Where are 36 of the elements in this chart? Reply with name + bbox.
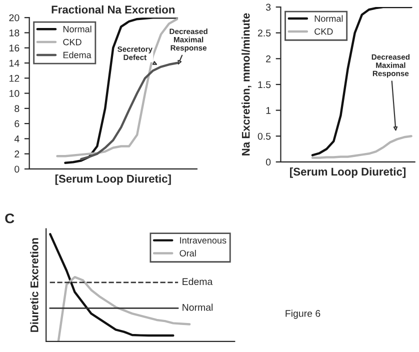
y-tick-label: 2.5	[258, 30, 271, 36]
text: C	[5, 213, 14, 224]
legend-label: Normal	[314, 15, 343, 22]
y-axis-title: Na Excretion, mmol/minute	[242, 13, 252, 156]
line-series	[311, 134, 412, 159]
y-tick-label: 14	[10, 60, 20, 67]
x-axis-title: [Serum Loop Diuretic]	[55, 174, 171, 185]
line-series	[311, 7, 412, 156]
y-tick-label: 4	[14, 136, 20, 142]
y-tick-label: 0.5	[258, 132, 271, 140]
legend-label: Edema	[63, 52, 92, 58]
legend-label: CKD	[314, 28, 333, 35]
y-axis-title: Diuretic Excretion	[30, 238, 38, 332]
y-tick-label: 10	[10, 90, 20, 97]
y-tick-label: 0	[14, 166, 20, 173]
y-tick-label: 8	[14, 105, 20, 112]
y-tick-label: 12	[10, 74, 20, 82]
y-tick-label: 2	[14, 150, 20, 158]
y-tick-label: 16	[10, 44, 20, 52]
chart-title: Fractional Na Excretion	[52, 5, 174, 14]
legend-label: Intravenous	[180, 237, 226, 244]
legend-label: Normal	[63, 26, 92, 32]
y-tick-label: 6	[14, 120, 20, 128]
y-tick-label: 3	[266, 4, 271, 11]
y-tick-label: 0	[266, 158, 271, 166]
y-tick-label: 18	[10, 29, 20, 36]
x-axis-title: [Serum Loop Diuretic]	[290, 167, 406, 178]
y-tick-label: 1	[266, 107, 271, 114]
caption: Figure 6	[286, 310, 320, 319]
legend-label: CKD	[63, 38, 82, 46]
y-tick-label: 2	[266, 55, 271, 62]
y-tick-label: 20	[9, 14, 20, 22]
legend-label: Oral	[180, 250, 196, 256]
ref-line-label: Edema	[182, 278, 213, 286]
y-tick-label: 1.5	[258, 81, 271, 88]
ref-line-label: Normal	[182, 304, 213, 311]
